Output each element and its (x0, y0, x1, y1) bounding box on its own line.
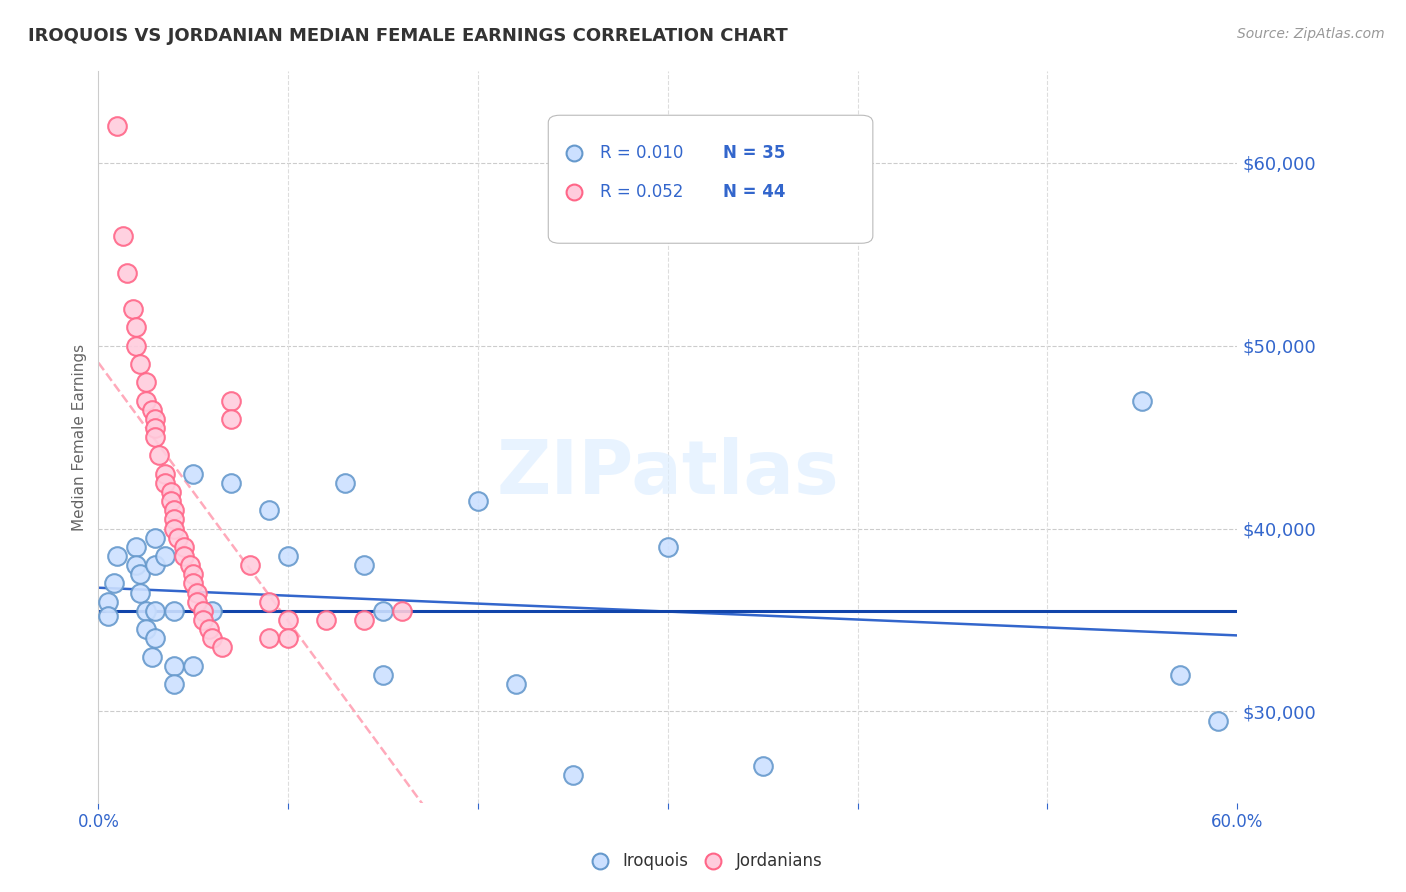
Point (353, 613, 375, 627)
Point (335, 475, 357, 490)
Point (145, 531, 167, 545)
Point (145, 421, 167, 435)
Point (657, 540, 679, 554)
Point (191, 604, 214, 618)
Point (129, 567, 152, 582)
Point (277, 613, 299, 627)
Point (259, 503, 281, 517)
Point (259, 594, 281, 608)
Point (115, 265, 138, 279)
Point (391, 604, 413, 618)
Point (135, 622, 157, 636)
Point (277, 631, 299, 645)
Point (562, 768, 585, 782)
Point (107, 119, 129, 133)
Point (129, 585, 152, 599)
Point (163, 503, 186, 517)
Point (159, 494, 181, 508)
Point (467, 494, 489, 508)
Point (135, 604, 157, 618)
Text: Source: ZipAtlas.com: Source: ZipAtlas.com (1237, 27, 1385, 41)
Point (315, 613, 337, 627)
Point (259, 631, 281, 645)
Point (371, 604, 394, 618)
Text: N = 44: N = 44 (723, 183, 785, 201)
Point (129, 357, 152, 371)
Point (125, 320, 148, 334)
Point (153, 475, 176, 490)
Point (135, 393, 157, 408)
Point (186, 594, 208, 608)
Point (353, 558, 375, 573)
Point (191, 613, 214, 627)
Point (277, 549, 299, 563)
Text: ZIPatlas: ZIPatlas (496, 437, 839, 510)
Point (97, 609, 120, 624)
Point (125, 338, 148, 352)
Point (221, 393, 243, 408)
Point (145, 631, 167, 645)
Point (183, 567, 205, 582)
Point (121, 301, 143, 316)
Point (239, 558, 262, 573)
Point (183, 467, 205, 481)
Point (183, 658, 205, 673)
Point (173, 540, 195, 554)
Point (221, 475, 243, 490)
Point (1170, 667, 1192, 681)
Point (221, 411, 243, 425)
Point (163, 677, 186, 691)
Point (505, 677, 527, 691)
Point (167, 531, 190, 545)
Point (153, 549, 176, 563)
Point (107, 549, 129, 563)
Point (141, 649, 163, 664)
Point (97, 594, 120, 608)
Text: IROQUOIS VS JORDANIAN MEDIAN FEMALE EARNINGS CORRELATION CHART: IROQUOIS VS JORDANIAN MEDIAN FEMALE EARN… (28, 27, 787, 45)
Point (1132, 393, 1154, 408)
FancyBboxPatch shape (548, 115, 873, 244)
Point (159, 484, 181, 499)
Point (179, 558, 201, 573)
Point (197, 622, 219, 636)
Point (141, 402, 163, 417)
Point (135, 375, 157, 389)
Point (163, 658, 186, 673)
Point (752, 759, 775, 773)
Point (186, 585, 208, 599)
Text: Jordanians: Jordanians (737, 853, 823, 871)
Point (1208, 714, 1230, 728)
Point (163, 521, 186, 535)
Point (371, 667, 394, 681)
Point (173, 549, 195, 563)
Point (145, 558, 167, 573)
Point (183, 576, 205, 591)
Point (153, 467, 176, 481)
Point (201, 631, 224, 645)
Point (103, 576, 125, 591)
Text: R = 0.052: R = 0.052 (599, 183, 683, 201)
Point (145, 604, 167, 618)
Point (211, 640, 233, 655)
Point (125, 540, 148, 554)
Point (125, 558, 148, 573)
Point (145, 411, 167, 425)
Point (201, 604, 224, 618)
Y-axis label: Median Female Earnings: Median Female Earnings (72, 343, 87, 531)
Text: Iroquois: Iroquois (623, 853, 689, 871)
Point (163, 512, 186, 526)
Point (148, 448, 170, 462)
Text: N = 35: N = 35 (723, 145, 785, 162)
Point (112, 228, 135, 243)
Text: R = 0.010: R = 0.010 (599, 145, 683, 162)
Point (145, 430, 167, 444)
Point (163, 604, 186, 618)
